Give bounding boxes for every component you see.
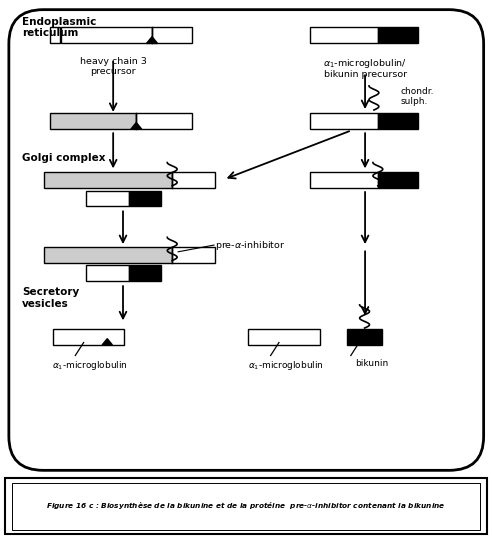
- Polygon shape: [360, 339, 369, 345]
- Bar: [378, 27, 418, 43]
- Bar: [172, 247, 215, 263]
- Bar: [44, 247, 172, 263]
- Bar: [129, 191, 161, 206]
- Bar: [86, 265, 129, 281]
- Text: Secretory
vesicles: Secretory vesicles: [22, 287, 79, 309]
- Bar: [310, 27, 378, 43]
- Bar: [44, 172, 172, 188]
- Text: $\alpha_1$-microglobulin: $\alpha_1$-microglobulin: [248, 360, 324, 373]
- Bar: [12, 483, 480, 530]
- Text: heavy chain 3
precursor: heavy chain 3 precursor: [80, 57, 147, 76]
- Bar: [129, 265, 161, 281]
- Bar: [172, 172, 215, 188]
- FancyBboxPatch shape: [9, 10, 484, 471]
- Bar: [50, 27, 60, 43]
- Text: bikunin: bikunin: [355, 360, 388, 368]
- Text: $\alpha_1$-microglobulin/: $\alpha_1$-microglobulin/: [323, 57, 407, 70]
- Bar: [53, 329, 124, 345]
- Text: chondr.
sulph.: chondr. sulph.: [401, 87, 434, 106]
- Polygon shape: [131, 123, 142, 129]
- Polygon shape: [102, 339, 112, 345]
- Bar: [378, 172, 418, 188]
- Bar: [248, 329, 320, 345]
- Bar: [50, 114, 136, 129]
- Bar: [152, 27, 192, 43]
- Text: Figure 16 c : Biosynthèse de la bikunine et de la protéine  pre-$\alpha$-inhibit: Figure 16 c : Biosynthèse de la bikunine…: [46, 500, 446, 511]
- Text: pre-$\alpha$-inhibitor: pre-$\alpha$-inhibitor: [215, 239, 286, 251]
- Text: $\alpha_1$-microglobulin: $\alpha_1$-microglobulin: [52, 360, 127, 373]
- Polygon shape: [147, 36, 157, 43]
- Text: Endoplasmic
reticulum: Endoplasmic reticulum: [22, 17, 96, 39]
- Bar: [378, 114, 418, 129]
- Text: bikunin precursor: bikunin precursor: [324, 70, 406, 79]
- Bar: [347, 329, 382, 345]
- Bar: [86, 191, 129, 206]
- Text: Golgi complex: Golgi complex: [22, 153, 106, 163]
- Bar: [310, 172, 378, 188]
- Bar: [310, 114, 378, 129]
- Bar: [61, 27, 152, 43]
- Bar: [136, 114, 192, 129]
